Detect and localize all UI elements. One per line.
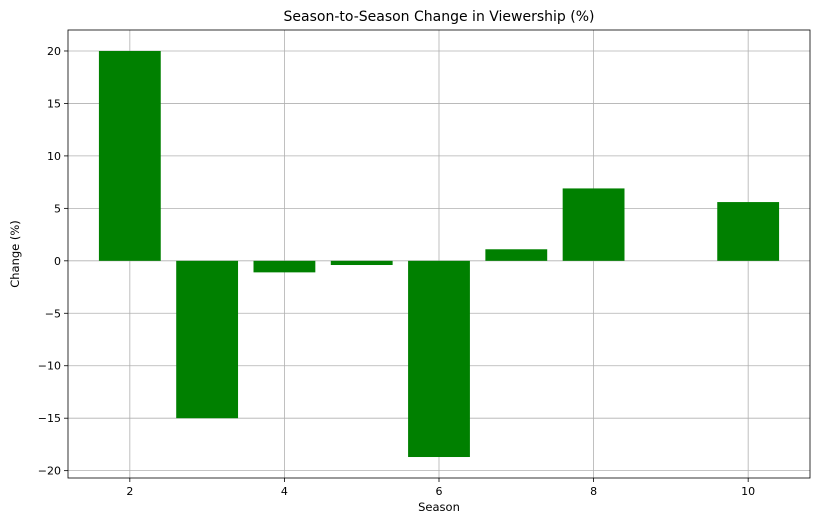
bar-season-6: [408, 260, 470, 458]
bar-season-10: [717, 202, 780, 261]
x-tick-label: 4: [281, 485, 288, 498]
y-tick-label: 15: [47, 97, 61, 110]
chart-title: Season-to-Season Change in Viewership (%…: [284, 9, 595, 25]
y-tick-label: 10: [47, 150, 61, 163]
plot-frame: [67, 29, 811, 479]
y-tick-label: −5: [45, 307, 61, 320]
bar-season-5: [330, 260, 393, 266]
bar-season-4: [253, 260, 316, 273]
y-tick-label: −20: [38, 465, 61, 478]
bar-season-8: [562, 188, 625, 261]
y-tick-label: 0: [54, 255, 61, 268]
y-tick-label: −10: [38, 360, 61, 373]
y-axis-title: Change (%): [8, 220, 22, 288]
bar-season-7: [485, 249, 548, 261]
x-tick-label: 2: [126, 485, 133, 498]
bars: [98, 50, 780, 458]
x-tick-label: 8: [590, 485, 597, 498]
x-axis-ticks: 2 4 6 8 10: [126, 478, 755, 498]
y-axis-ticks: −20 −15 −10 −5 0 5 10 15 20: [38, 45, 68, 478]
y-tick-label: 5: [54, 202, 61, 215]
x-axis-title: Season: [418, 500, 460, 514]
x-tick-label: 6: [436, 485, 443, 498]
y-tick-label: −15: [38, 412, 61, 425]
bar-season-3: [176, 260, 239, 419]
x-tick-label: 10: [741, 485, 755, 498]
bar-season-2: [98, 50, 161, 261]
y-tick-label: 20: [47, 45, 61, 58]
